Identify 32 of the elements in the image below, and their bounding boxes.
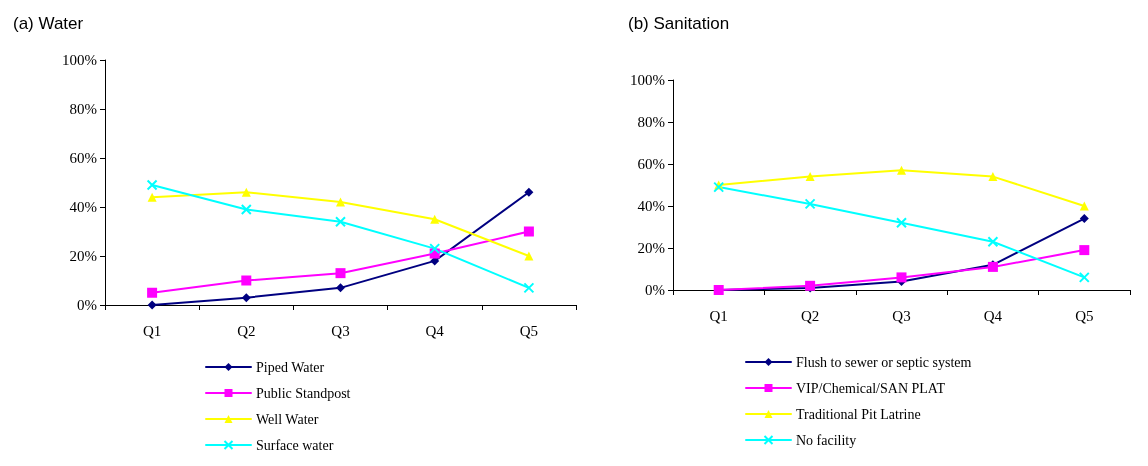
legend-label: No facility [796, 432, 857, 448]
x-tick-label: Q4 [983, 307, 1003, 324]
y-tick-label: 100% [630, 72, 665, 88]
y-tick-label: 20% [637, 240, 665, 256]
legend-label: Traditional Pit Latrine [796, 406, 921, 422]
x-tick-label: Q5 [1075, 307, 1094, 324]
y-tick-label: 40% [69, 199, 97, 215]
x-tick-label: Q3 [331, 322, 350, 339]
legend-label: Piped Water [256, 359, 325, 375]
x-tick-label: Q2 [237, 322, 256, 339]
x-tick-label: Q1 [709, 307, 728, 324]
chart-title: (b) Sanitation [628, 14, 730, 33]
y-tick-label: 60% [69, 150, 97, 166]
legend-label: Well Water [256, 411, 319, 427]
y-tick-label: 100% [62, 52, 97, 68]
legend-label: Flush to sewer or septic system [796, 354, 972, 370]
y-tick-label: 0% [77, 297, 97, 313]
x-tick-label: Q4 [425, 322, 445, 339]
legend-label: VIP/Chemical/SAN PLAT [796, 380, 946, 396]
y-tick-label: 0% [645, 282, 665, 298]
legend-label: Surface water [256, 437, 334, 453]
x-tick-label: Q5 [519, 322, 539, 339]
y-tick-label: 80% [69, 101, 97, 117]
legend-label: Public Standpost [256, 385, 351, 401]
y-tick-label: 20% [69, 248, 97, 264]
chart-title: (a) Water [13, 14, 84, 33]
x-tick-label: Q3 [892, 307, 911, 324]
y-tick-label: 40% [637, 198, 665, 214]
y-tick-label: 60% [637, 156, 665, 172]
x-tick-label: Q2 [800, 307, 820, 324]
x-tick-label: Q1 [142, 322, 162, 339]
y-tick-label: 80% [637, 114, 665, 130]
